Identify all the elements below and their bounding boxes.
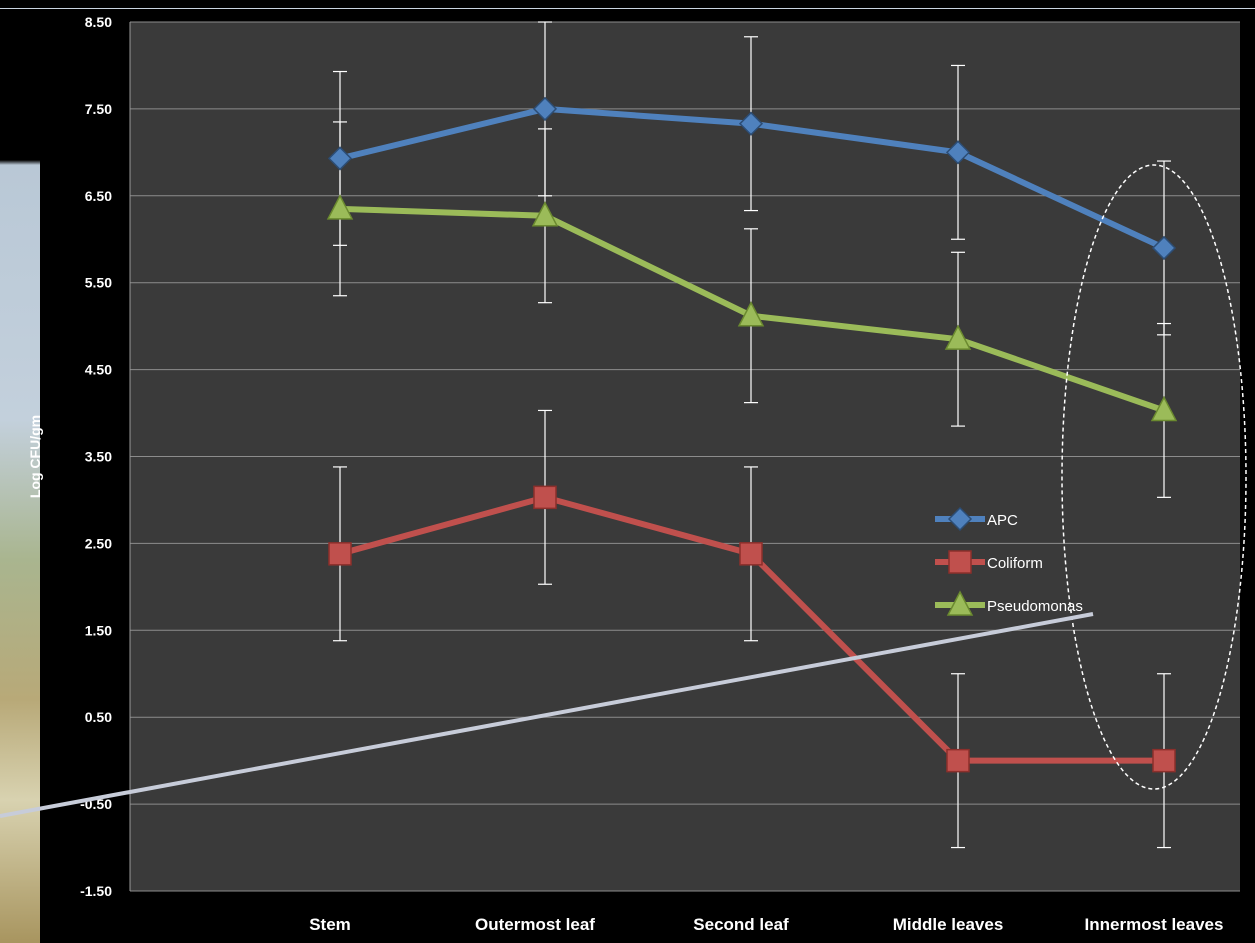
x-tick-label: Innermost leaves — [1085, 915, 1224, 934]
marker-coliform — [946, 748, 970, 773]
marker-apc — [945, 140, 971, 165]
legend: APC Coliform Pseudomonas — [935, 506, 1083, 616]
legend-marker-pseudomonas — [946, 590, 974, 616]
marker-coliform — [739, 542, 763, 566]
marker-coliform — [328, 542, 352, 566]
marker-apc — [532, 96, 558, 121]
legend-label-apc: APC — [987, 512, 1018, 529]
y-tick-label: 8.50 — [85, 14, 112, 30]
x-axis-categories: Stem Outermost leaf Second leaf Middle leav… — [309, 915, 1223, 934]
marker-coliform — [533, 485, 557, 510]
x-tick-label: Stem — [309, 915, 351, 934]
y-tick-label: -1.50 — [80, 883, 112, 899]
marker-apc — [1151, 235, 1177, 261]
marker-pseudomonas — [326, 194, 354, 220]
series-markers — [326, 96, 1178, 773]
y-tick-label: 3.50 — [85, 449, 112, 465]
y-tick-label: 5.50 — [85, 275, 112, 291]
highlight-ellipse — [1061, 164, 1247, 790]
marker-pseudomonas — [944, 324, 972, 350]
legend-label-pseudomonas: Pseudomonas — [987, 598, 1083, 615]
marker-pseudomonas — [531, 201, 559, 227]
marker-apc — [327, 146, 353, 171]
legend-marker-apc — [947, 506, 973, 532]
marker-pseudomonas — [737, 301, 765, 327]
background-photo-strip — [0, 0, 40, 943]
marker-apc — [738, 111, 764, 136]
legend-marker-coliform — [948, 550, 972, 574]
y-tick-label: 4.50 — [85, 362, 112, 378]
y-tick-label: 6.50 — [85, 188, 112, 204]
y-tick-label: 0.50 — [85, 709, 112, 725]
marker-coliform — [1152, 748, 1176, 773]
top-border-line — [0, 8, 1255, 9]
x-tick-label: Middle leaves — [893, 915, 1004, 934]
x-tick-label: Second leaf — [693, 915, 789, 934]
legend-label-coliform: Coliform — [987, 555, 1043, 572]
x-tick-label: Outermost leaf — [475, 915, 595, 934]
marker-pseudomonas — [1150, 395, 1178, 422]
y-axis-title: Log CFU/gm — [27, 415, 43, 498]
pointer-line — [0, 612, 1094, 818]
y-tick-label: 1.50 — [85, 622, 112, 638]
y-tick-label: 7.50 — [85, 101, 112, 117]
y-tick-label: 2.50 — [85, 535, 112, 551]
y-axis-ticks: 8.507.506.505.504.503.502.501.500.50-0.5… — [80, 14, 112, 899]
